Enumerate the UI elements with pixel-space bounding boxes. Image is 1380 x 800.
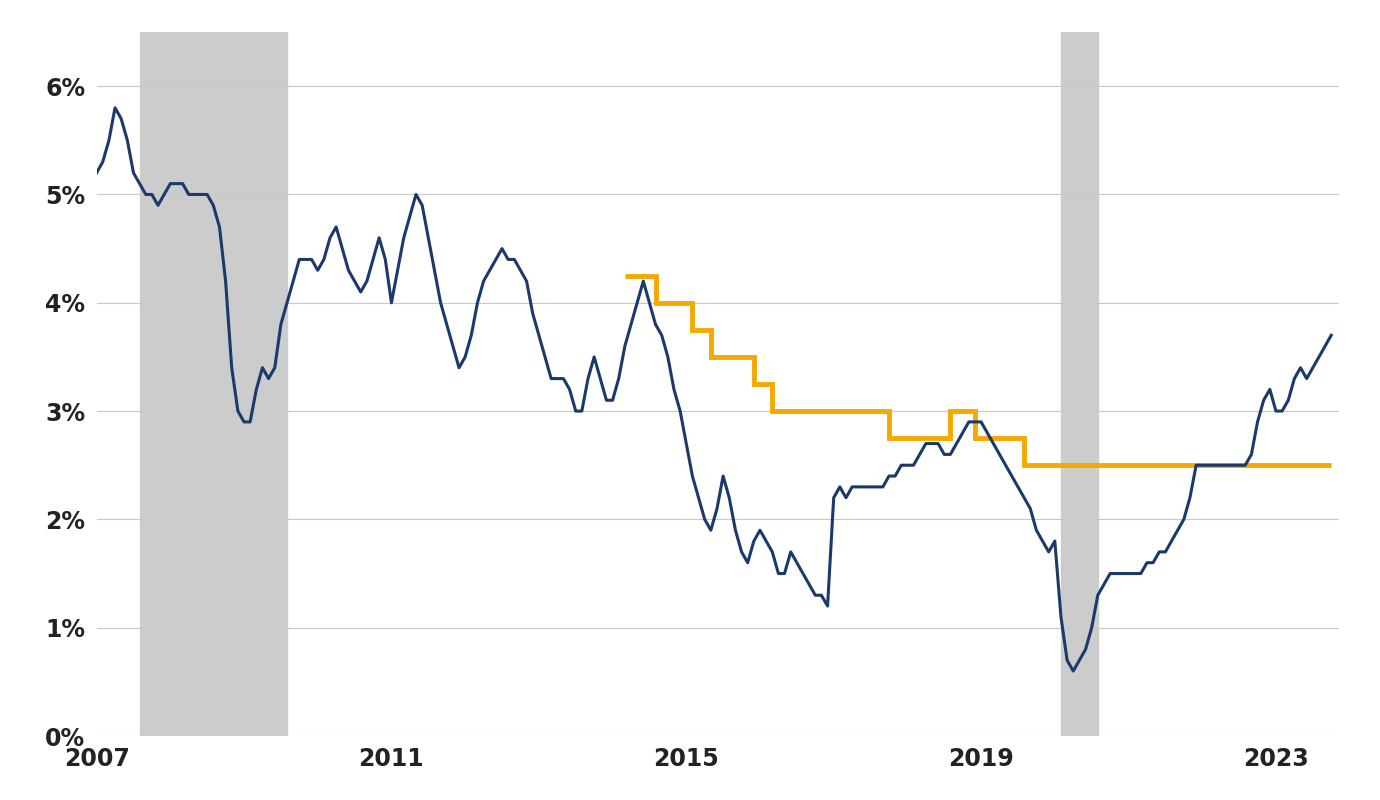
Bar [1061, 32, 1098, 736]
Bar [139, 32, 287, 736]
